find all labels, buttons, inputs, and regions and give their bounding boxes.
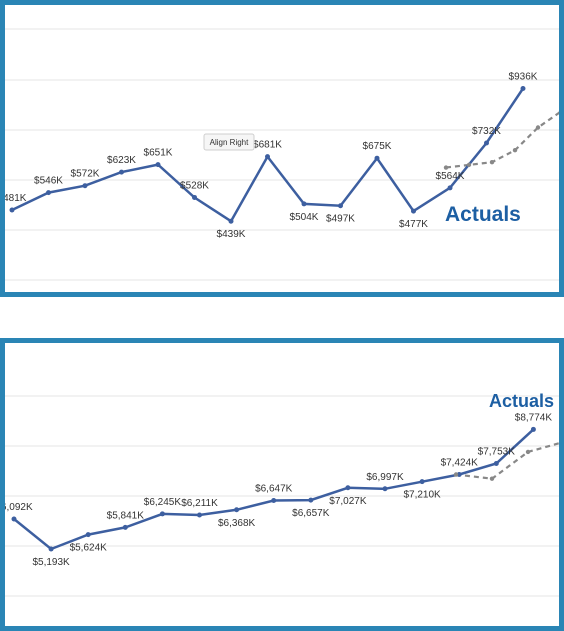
actuals-data-point <box>301 201 307 207</box>
actuals-data-point <box>82 183 88 189</box>
data-label: $8,774K <box>515 412 553 423</box>
actuals-data-point <box>197 512 202 518</box>
data-label: $5,193K <box>32 557 70 568</box>
data-label: $7,753K <box>478 447 516 458</box>
actuals-data-point <box>374 155 380 161</box>
data-label: $481K <box>5 193 27 204</box>
data-label: $6,997K <box>366 472 404 483</box>
actuals-data-point <box>345 485 351 491</box>
data-label: $439K <box>217 229 246 240</box>
data-label: $6,245K <box>144 497 182 508</box>
top-chart-panel: $481K $546K $572K $623K $651K $528K $439K $681K… <box>0 0 564 297</box>
dashed-series-data-point <box>489 476 495 481</box>
actuals-data-point <box>411 208 416 214</box>
actuals-data-point <box>122 524 128 530</box>
actuals-data-point <box>11 516 17 522</box>
actuals-data-point <box>85 532 91 538</box>
actuals-data-point <box>447 185 453 191</box>
top-dashed-series-line <box>445 111 559 169</box>
dashed-series-data-point <box>535 125 541 130</box>
data-label: $6,647K <box>255 483 293 494</box>
top-line-chart: $481K $546K $572K $623K $651K $528K $439K $681K… <box>5 28 559 281</box>
actuals-data-point <box>271 497 277 503</box>
bottom-actuals-legend: Actuals <box>489 391 554 411</box>
actuals-data-point <box>493 461 499 467</box>
actuals-data-point <box>530 426 536 432</box>
data-label: $681K <box>253 140 282 151</box>
data-label: $572K <box>71 169 100 180</box>
actuals-data-point <box>308 497 314 503</box>
actuals-data-point <box>484 140 489 146</box>
data-label: $6,211K <box>181 498 218 509</box>
data-label: $528K <box>180 180 209 191</box>
data-label: $651K <box>144 148 173 159</box>
top-actuals-legend: Actuals <box>445 203 521 226</box>
data-label: $675K <box>363 141 392 152</box>
data-label: $6,657K <box>292 508 330 519</box>
dashed-series-data-point <box>466 162 472 168</box>
actuals-data-point <box>234 507 240 513</box>
data-label: $936K <box>509 72 538 83</box>
data-label: $497K <box>326 214 355 225</box>
bottom-dashed-series-line <box>455 442 559 480</box>
data-label: $7,424K <box>441 458 479 469</box>
data-label: $5,841K <box>107 510 145 521</box>
bottom-chart-panel: $6,092K $5,193K$5,624K $5,841K $6,245K$6,21… <box>0 338 564 631</box>
data-label: $504K <box>290 212 319 223</box>
dashed-series-data-point <box>525 449 531 455</box>
actuals-data-point <box>155 162 161 168</box>
data-label: $7,210K <box>403 490 441 501</box>
bottom-gridlines <box>5 395 559 597</box>
actuals-data-point <box>419 479 425 485</box>
data-label: $7,027K <box>329 496 367 507</box>
align-right-tooltip: Align Right <box>203 133 255 151</box>
actuals-data-point <box>48 546 54 552</box>
actuals-data-point <box>159 511 165 517</box>
data-label: $477K <box>399 219 428 230</box>
actuals-data-point <box>46 190 51 196</box>
actuals-data-point <box>119 169 124 175</box>
dashed-series-data-point <box>443 165 449 170</box>
data-label: $6,368K <box>218 518 256 529</box>
dashed-series-data-point <box>453 472 459 477</box>
data-label: $732K <box>472 126 501 137</box>
actuals-data-point <box>228 218 234 224</box>
dashed-series-data-point <box>489 160 495 165</box>
actuals-data-point <box>265 154 270 160</box>
tooltip-text: Align Right <box>210 138 249 147</box>
bottom-line-chart: $6,092K $5,193K$5,624K $5,841K $6,245K$6,21… <box>5 391 559 597</box>
data-label: $5,624K <box>70 543 108 554</box>
data-label: $6,092K <box>5 502 33 513</box>
data-label: $546K <box>34 176 63 187</box>
data-label: $623K <box>107 155 136 166</box>
actuals-data-point <box>9 207 15 213</box>
actuals-data-point <box>192 194 197 200</box>
dashed-series-data-point <box>512 147 518 153</box>
actuals-data-point <box>338 203 343 209</box>
actuals-data-point <box>382 486 388 492</box>
actuals-data-point <box>456 472 462 478</box>
actuals-data-point <box>520 86 526 92</box>
data-label: $564K <box>436 171 465 182</box>
